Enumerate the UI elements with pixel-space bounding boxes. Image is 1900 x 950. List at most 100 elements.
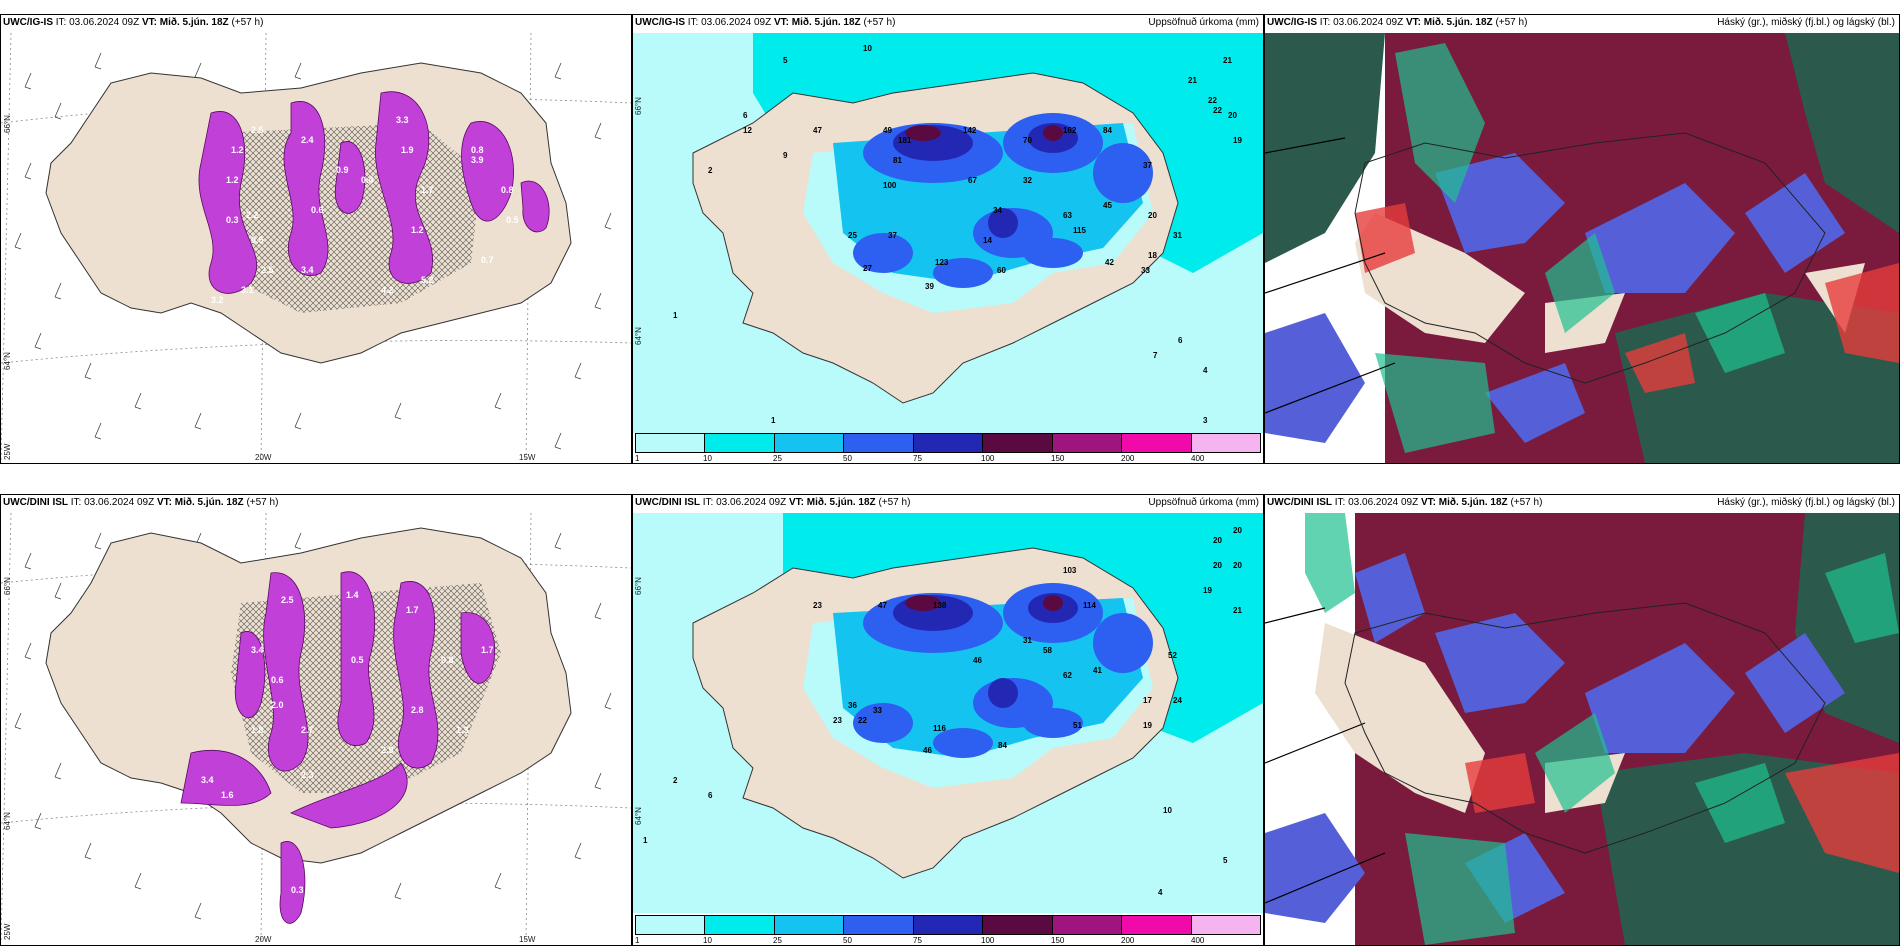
svg-text:22: 22 [1213, 106, 1222, 115]
svg-text:1.6: 1.6 [221, 790, 234, 800]
svg-text:33: 33 [1141, 266, 1150, 275]
svg-text:6: 6 [708, 791, 713, 800]
cbar-label: 150 [1051, 936, 1065, 945]
cbar-label: 400 [1191, 936, 1205, 945]
svg-text:115: 115 [1073, 226, 1086, 235]
lon-label-25w: 25W [3, 923, 12, 940]
panel-header: UWC/DINI ISL IT: 03.06.2024 09Z VT: Mið.… [635, 497, 911, 508]
svg-text:3.3: 3.3 [396, 115, 409, 125]
svg-text:19: 19 [1233, 136, 1242, 145]
svg-text:51: 51 [1073, 721, 1082, 730]
svg-text:0.6: 0.6 [311, 205, 324, 215]
snow-map-top: 2.5 2.4 1.2 3.3 1.9 0.8 0.5 3.4 2.2 1.2 … [1, 33, 631, 463]
panel-header: UWC/DINI ISL IT: 03.06.2024 09Z VT: Mið.… [3, 497, 279, 508]
colorbar-segment [774, 434, 845, 452]
colorbar-segment [1191, 916, 1260, 934]
colorbar-segment [705, 916, 775, 934]
svg-text:49: 49 [883, 126, 892, 135]
cloud-map-panel-top[interactable]: UWC/IG-IS IT: 03.06.2024 09Z VT: Mið. 5.… [1264, 14, 1900, 464]
lat-label-64: 64°N [3, 812, 12, 830]
colorbar-segment [1122, 434, 1192, 452]
svg-text:1.9: 1.9 [401, 145, 414, 155]
svg-text:46: 46 [923, 746, 932, 755]
lat-label-66: 66°N [634, 97, 643, 115]
svg-text:18: 18 [1148, 251, 1157, 260]
svg-text:24: 24 [1173, 696, 1182, 705]
snow-map-panel-top[interactable]: UWC/IG-IS IT: 03.06.2024 09Z VT: Mið. 5.… [0, 14, 632, 464]
svg-text:3: 3 [1203, 416, 1208, 425]
cbar-label: 25 [773, 454, 782, 463]
svg-text:0.7: 0.7 [481, 255, 494, 265]
precip-map-panel-bottom[interactable]: UWC/DINI ISL IT: 03.06.2024 09Z VT: Mið.… [632, 494, 1264, 946]
svg-text:1.4: 1.4 [346, 590, 359, 600]
svg-text:2.7: 2.7 [301, 725, 314, 735]
svg-text:0.8: 0.8 [441, 655, 454, 665]
cloud-title: Háský (gr.), miðský (fj.bl.) og lágský (… [1717, 497, 1895, 508]
svg-text:20: 20 [1233, 561, 1242, 570]
panel-header: UWC/IG-IS IT: 03.06.2024 09Z VT: Mið. 5.… [635, 17, 896, 28]
precip-map-panel-top[interactable]: UWC/IG-IS IT: 03.06.2024 09Z VT: Mið. 5.… [632, 14, 1264, 464]
panel-header: UWC/IG-IS IT: 03.06.2024 09Z VT: Mið. 5.… [3, 17, 264, 28]
svg-text:4: 4 [1158, 888, 1163, 897]
precip-title: Uppsöfnuð úrkoma (mm) [1148, 17, 1259, 28]
colorbar-segment [1052, 916, 1123, 934]
svg-text:1: 1 [771, 416, 776, 425]
svg-text:4: 4 [1203, 366, 1208, 375]
svg-text:0.8: 0.8 [501, 185, 514, 195]
svg-text:142: 142 [963, 126, 977, 135]
svg-text:6: 6 [743, 111, 748, 120]
cbar-label: 150 [1051, 454, 1065, 463]
svg-text:138: 138 [933, 601, 947, 610]
svg-text:22: 22 [1208, 96, 1217, 105]
lat-label-64: 64°N [3, 352, 12, 370]
svg-text:63: 63 [1063, 211, 1072, 220]
svg-text:20: 20 [1213, 561, 1222, 570]
svg-text:1.7: 1.7 [421, 185, 434, 195]
svg-text:23: 23 [833, 716, 842, 725]
svg-text:10: 10 [1163, 806, 1172, 815]
svg-text:2.5: 2.5 [261, 265, 274, 275]
cloud-title: Háský (gr.), miðský (fj.bl.) og lágský (… [1717, 17, 1895, 28]
svg-text:162: 162 [1063, 126, 1077, 135]
svg-text:60: 60 [997, 266, 1006, 275]
svg-text:0.6: 0.6 [271, 675, 284, 685]
cloud-map-panel-bottom[interactable]: UWC/DINI ISL IT: 03.06.2024 09Z VT: Mið.… [1264, 494, 1900, 946]
svg-text:37: 37 [1143, 161, 1152, 170]
svg-text:46: 46 [973, 656, 982, 665]
cbar-label: 1 [635, 454, 640, 463]
svg-text:10: 10 [863, 44, 872, 53]
snow-values: 2.5 2.4 1.2 3.3 1.9 0.8 0.5 3.4 2.2 1.2 … [211, 115, 519, 305]
colorbar-segment [913, 916, 984, 934]
svg-text:3.4: 3.4 [301, 265, 314, 275]
colorbar-segment [913, 434, 984, 452]
cbar-label: 10 [703, 454, 712, 463]
svg-text:2.5: 2.5 [251, 125, 264, 135]
svg-text:7: 7 [1153, 351, 1158, 360]
svg-text:20: 20 [1213, 536, 1222, 545]
svg-text:20: 20 [1228, 111, 1237, 120]
svg-text:1.7: 1.7 [481, 645, 494, 655]
svg-text:2.3: 2.3 [301, 770, 314, 780]
svg-text:0.3: 0.3 [291, 885, 304, 895]
svg-text:21: 21 [1223, 56, 1232, 65]
svg-text:2.0: 2.0 [271, 700, 284, 710]
snow-map-panel-bottom[interactable]: UWC/DINI ISL IT: 03.06.2024 09Z VT: Mið.… [0, 494, 632, 946]
svg-text:23: 23 [813, 601, 822, 610]
lat-label-64: 64°N [634, 807, 643, 825]
svg-text:52: 52 [1168, 651, 1177, 660]
svg-text:84: 84 [1103, 126, 1112, 135]
lat-label-66: 66°N [3, 577, 12, 595]
svg-text:32: 32 [1023, 176, 1032, 185]
svg-text:62: 62 [1063, 671, 1072, 680]
svg-text:1.7: 1.7 [406, 605, 419, 615]
svg-text:2.9: 2.9 [381, 745, 394, 755]
svg-text:42: 42 [1105, 258, 1114, 267]
svg-text:3.2: 3.2 [211, 295, 224, 305]
lat-label-66: 66°N [3, 115, 12, 133]
cloud-map-top [1265, 33, 1899, 463]
colorbar-segment [1122, 916, 1192, 934]
svg-text:1.3: 1.3 [456, 725, 469, 735]
snow-areas [198, 91, 550, 294]
precip-colorbar [635, 915, 1261, 935]
lat-label-66: 66°N [634, 577, 643, 595]
